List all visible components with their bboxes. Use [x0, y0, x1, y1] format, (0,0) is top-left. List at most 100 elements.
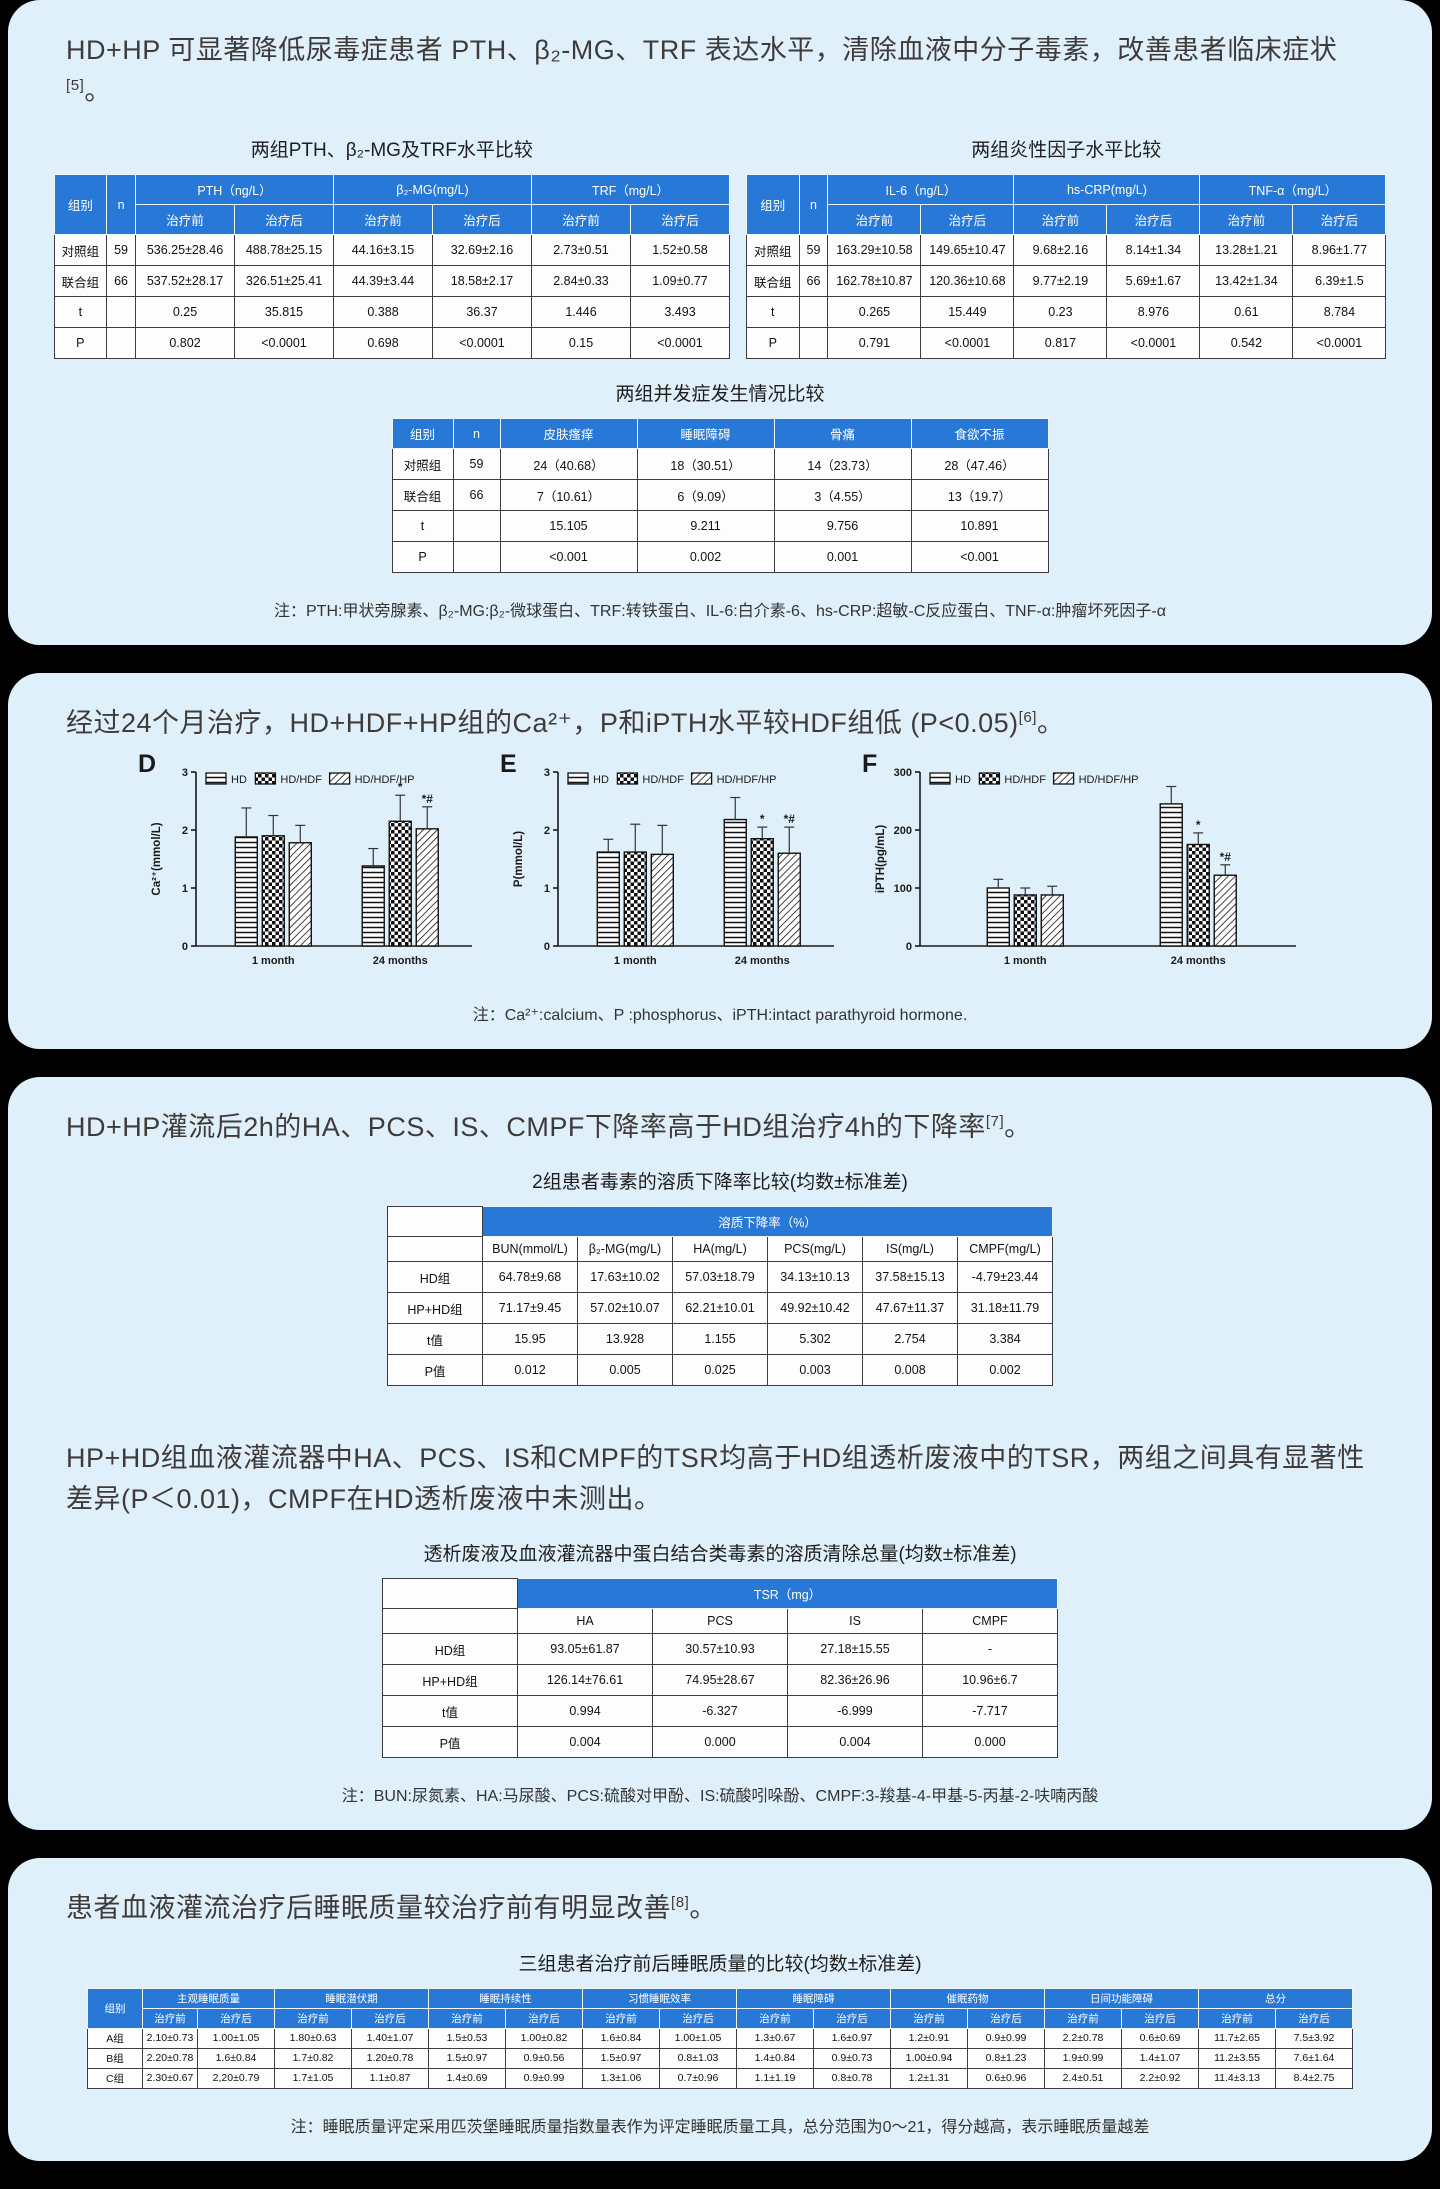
svg-text:1: 1	[182, 883, 188, 895]
header-cell: β₂-MG(mg/L)	[333, 174, 532, 205]
section-card-charts: 经过24个月治疗，HD+HDF+HP组的Ca²⁺，P和iPTH水平较HDF组低 …	[8, 673, 1432, 1049]
header-cell: 皮肤瘙痒	[499, 418, 638, 449]
svg-text:0: 0	[906, 941, 912, 953]
bar-chart-svg: 0 1 2 3 Ca²⁺(mmol/L) HD HD/HDF HD/HDF/HP 1 month…	[151, 767, 472, 967]
table-cell: 66	[798, 265, 829, 297]
table-cell: <0.0001	[1106, 327, 1201, 359]
table-cell: 1.5±0.53	[428, 2027, 506, 2049]
table-cell: t值	[382, 1695, 518, 1727]
svg-text:*#: *#	[1220, 849, 1232, 863]
header-cell: PCS(mg/L)	[767, 1236, 863, 1262]
table-cell: 13.28±1.21	[1199, 234, 1294, 266]
header-cell: 治疗前	[1013, 204, 1108, 235]
svg-text:1 month: 1 month	[1004, 955, 1047, 967]
table-cell: 149.65±10.47	[920, 234, 1015, 266]
table-cell: 0.6±0.69	[1121, 2027, 1199, 2049]
header-row: 治疗前 治疗后 治疗前 治疗后 治疗前 治疗后 治疗前 治疗后 治疗前 治疗后 治疗前 治疗后 治疗前治…	[88, 2007, 1353, 2029]
table-cell: 2.73±0.51	[531, 234, 631, 266]
table-cell: 2.10±0.73	[142, 2027, 198, 2049]
svg-text:HD: HD	[593, 774, 609, 786]
table-cell: 0.9±0.56	[505, 2047, 583, 2069]
table-cell: 13（19.7）	[910, 479, 1049, 511]
table-cell: 0.012	[482, 1354, 578, 1386]
header-cell: 治疗前	[1199, 204, 1294, 235]
table-cell: 31.18±11.79	[957, 1292, 1053, 1324]
table-cell: 126.14±76.61	[517, 1664, 653, 1696]
table-cell: 18.58±2.17	[432, 265, 532, 297]
chart-note: 注：Ca²⁺:calcium、P :phosphorus、iPTH:intact…	[472, 1006, 968, 1024]
table-cell: -	[922, 1633, 1058, 1665]
table-cell: 5.302	[767, 1323, 863, 1355]
table-row: t 0.265 15.449 0.23 8.976 0.61 8.784	[746, 296, 1387, 328]
table-cell: 1.9±0.99	[1044, 2047, 1122, 2069]
table-row: 对照组 59 24（40.68） 18（30.51） 14（23.73） 28（47.46…	[391, 448, 1049, 480]
header-row: TSR（mg）	[382, 1578, 1058, 1609]
table-cell: HP+HD组	[382, 1664, 518, 1696]
table-cell: 163.29±10.58	[827, 234, 922, 266]
bar-chart-svg: 0 1 2 3 P(mmol/L) HD HD/HDF HD/HDF/HP 1 month * *#…	[513, 767, 834, 967]
header-row: BUN(mmol/L) β₂-MG(mg/L) HA(mg/L) PCS(mg/L) I…	[387, 1236, 1053, 1262]
table-cell: 1.7±0.82	[274, 2047, 352, 2069]
table-cell: 0.8±1.23	[967, 2047, 1045, 2069]
header-cell: 催眠药物	[890, 1987, 1045, 2009]
table-cell: <0.001	[499, 541, 638, 573]
chart-panel-D: D 0 1 2 3 Ca²⁺(mmol/L) HD HD/HDF HD/HDF/HP 1 mon…	[138, 750, 476, 977]
table-cell: 7（10.61）	[499, 479, 638, 511]
table-cell: 1.00±1.05	[659, 2027, 737, 2049]
table-cell: 3（4.55）	[773, 479, 912, 511]
header-cell: 组别	[53, 174, 108, 235]
header-cell: PTH（ng/L）	[135, 174, 334, 205]
header-row: 组别 n 皮肤瘙痒 睡眠障碍 骨痛 食欲不振	[391, 418, 1049, 449]
table-cell: 488.78±25.15	[234, 234, 334, 266]
table-cell: 47.67±11.37	[862, 1292, 958, 1324]
table-cell: 0.001	[773, 541, 912, 573]
svg-text:1: 1	[544, 883, 550, 895]
header-cell: 治疗后	[967, 2007, 1045, 2029]
table-row: 联合组 66 162.78±10.87 120.36±10.68 9.77±2.19 5.…	[746, 265, 1387, 297]
table-cell: 35.815	[234, 296, 334, 328]
table-cell: 59	[106, 234, 136, 266]
table-cell: 71.17±9.45	[482, 1292, 578, 1324]
table-cell: 1.6±0.97	[813, 2027, 891, 2049]
pth-table-title: 两组PTH、β₂-MG及TRF水平比较	[250, 140, 533, 161]
table-cell	[452, 541, 501, 573]
table-cell: 162.78±10.87	[827, 265, 922, 297]
table-cell: 14（23.73）	[773, 448, 912, 480]
table-cell: 9.211	[636, 510, 775, 542]
table-cell: <0.0001	[432, 327, 532, 359]
table-cell: 59	[452, 448, 501, 480]
table-cell: 11.7±2.65	[1198, 2027, 1276, 2049]
table-row: P 0.802 <0.0001 0.698 <0.0001 0.15 <0.0001	[53, 327, 730, 359]
table-cell: 0.388	[333, 296, 433, 328]
table-cell: 0.698	[333, 327, 433, 359]
tsr-table-title: 透析废液及血液灌流器中蛋白结合类毒素的溶质清除总量(均数±标准差)	[423, 1544, 1017, 1565]
header-cell	[387, 1236, 483, 1262]
svg-text:2: 2	[544, 825, 550, 837]
section4-title: 患者血液灌流治疗后睡眠质量较治疗前有明显改善[8]。	[66, 1893, 717, 1923]
header-cell: 睡眠持续性	[428, 1987, 583, 2009]
data-table: 组别 n 皮肤瘙痒 睡眠障碍 骨痛 食欲不振 对照组 59 24（40.68） 18（30.51）…	[391, 418, 1049, 573]
header-cell: 主观睡眠质量	[142, 1987, 275, 2009]
table-cell: 0.002	[636, 541, 775, 573]
table-cell: 28（47.46）	[910, 448, 1049, 480]
table-cell: -7.717	[922, 1695, 1058, 1727]
phosphorus-bar-chart: 0 1 2 3 P(mmol/L) HD HD/HDF HD/HDF/HP 1 month * *#…	[508, 760, 838, 977]
table-cell: 37.58±15.13	[862, 1261, 958, 1293]
chart-panel-F: F 0 100 200 300 iPTH(pg/mL) HD HD/HDF HD/HDF/HP…	[862, 750, 1300, 977]
header-cell: 治疗后	[1292, 204, 1387, 235]
svg-text:24 months: 24 months	[373, 955, 428, 967]
header-cell: β₂-MG(mg/L)	[577, 1236, 673, 1262]
header-cell: 治疗前	[333, 204, 433, 235]
table-cell: <0.0001	[920, 327, 1015, 359]
table-cell: 64.78±9.68	[482, 1261, 578, 1293]
table-cell: 9.77±2.19	[1013, 265, 1108, 297]
table-row: HP+HD组 126.14±76.61 74.95±28.67 82.36±26.96…	[382, 1664, 1058, 1696]
svg-text:HD/HDF: HD/HDF	[1004, 774, 1046, 786]
solute-table-title: 2组患者毒素的溶质下降率比较(均数±标准差)	[532, 1172, 908, 1193]
table-cell: t值	[387, 1323, 483, 1355]
header-cell: 习惯睡眠效率	[582, 1987, 737, 2009]
table-cell: HP+HD组	[387, 1292, 483, 1324]
inflammation-table-block: 两组炎性因子水平比较 组别 n IL-6（ng/L） hs-CRP(mg/L) TNF-…	[746, 115, 1387, 359]
table-cell: 59	[798, 234, 829, 266]
reference-mark: [5]	[66, 76, 85, 94]
